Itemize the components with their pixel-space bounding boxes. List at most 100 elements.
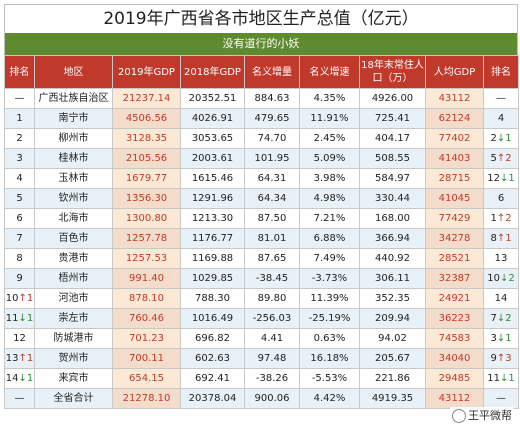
- per-capita-gdp-cell: 28521: [425, 248, 484, 269]
- per-capita-rank-cell-value: 5: [490, 153, 497, 164]
- gdp-2019-cell-value: 701.23: [129, 333, 164, 344]
- region-cell-value: 崇左市: [58, 313, 89, 324]
- region-cell: 北海市: [34, 208, 113, 229]
- per-capita-rank-cell-value: 13: [494, 253, 508, 264]
- per-capita-rank-change-indicator: ↑2: [496, 213, 512, 224]
- gdp-2019-cell: 1257.78: [112, 228, 181, 249]
- nominal-rate-cell-value: 11.91%: [310, 113, 349, 124]
- population-cell: 508.55: [359, 148, 426, 169]
- population-cell-value: 205.67: [375, 353, 410, 364]
- population-cell: 330.44: [359, 188, 426, 209]
- header-population: 18年末常住人口（万）: [359, 55, 426, 89]
- per-capita-rank-cell-value: 12: [487, 173, 500, 184]
- region-cell-value: 广西壮族自治区: [38, 93, 109, 104]
- gdp-2019-cell-value: 4506.56: [125, 113, 168, 124]
- rank-cell-value: 9: [16, 273, 23, 284]
- nominal-rate-cell: 6.88%: [299, 228, 360, 249]
- per-capita-rank-cell: 3↓1: [483, 328, 519, 349]
- rank-cell: —: [4, 388, 35, 409]
- nominal-rate-cell-value: 7.21%: [313, 213, 346, 224]
- gdp-2018-cell: 1176.77: [180, 228, 245, 249]
- nominal-increase-cell: 97.48: [244, 348, 300, 369]
- gdp-2019-cell: 4506.56: [112, 108, 181, 129]
- nominal-increase-cell-value: 64.34: [257, 193, 287, 204]
- nominal-increase-cell: 81.01: [244, 228, 300, 249]
- rank-cell: 1: [4, 108, 35, 129]
- per-capita-gdp-cell-value: 62124: [438, 113, 471, 124]
- gdp-2018-cell-value: 1169.88: [191, 253, 234, 264]
- nominal-rate-cell-value: 6.88%: [313, 233, 346, 244]
- nominal-increase-cell: 87.65: [244, 248, 300, 269]
- nominal-rate-cell-value: -25.19%: [308, 313, 351, 324]
- table-row: 4 玉林市 1679.77 1615.46 64.31 3.98% 584.97 28715 1…: [4, 168, 519, 189]
- per-capita-gdp-cell-value: 77402: [438, 133, 471, 144]
- gdp-2018-cell-value: 788.30: [195, 293, 230, 304]
- per-capita-rank-cell-value: 6: [497, 193, 505, 204]
- gdp-2019-cell: 760.46: [112, 308, 181, 329]
- region-cell-value: 钦州市: [58, 193, 89, 204]
- per-capita-rank-change-indicator: ↑2: [496, 153, 512, 164]
- per-capita-rank-change-indicator: ↑3: [496, 353, 512, 364]
- gdp-2018-cell: 788.30: [180, 288, 245, 309]
- table-row: 9 梧州市 991.40 1029.85 -38.45 -3.73% 306.11 32387…: [4, 268, 519, 289]
- watermark: 王平微帮: [450, 407, 514, 423]
- nominal-rate-cell-value: 7.49%: [313, 253, 346, 264]
- per-capita-gdp-cell-value: 43112: [438, 93, 471, 104]
- wechat-icon: [452, 409, 466, 423]
- per-capita-gdp-cell-value: 77429: [438, 213, 471, 224]
- nominal-rate-cell: 16.18%: [299, 348, 360, 369]
- per-capita-rank-cell-value: 8: [490, 233, 497, 244]
- gdp-2018-cell: 1029.85: [180, 268, 245, 289]
- nominal-rate-cell-value: -3.73%: [311, 273, 348, 284]
- nominal-rate-cell: 3.98%: [299, 168, 360, 189]
- per-capita-rank-cell-value: 4: [497, 113, 505, 124]
- population-cell-value: 330.44: [375, 193, 410, 204]
- gdp-2019-cell: 654.15: [112, 368, 181, 389]
- region-cell-value: 来宾市: [58, 373, 89, 384]
- population-cell: 209.94: [359, 308, 426, 329]
- per-capita-rank-change-indicator: ↓2: [496, 313, 512, 324]
- per-capita-rank-change-indicator: ↓1: [499, 373, 515, 384]
- region-cell: 河池市: [34, 288, 113, 309]
- per-capita-gdp-cell-value: 36223: [438, 313, 471, 324]
- rank-cell: 3: [4, 148, 35, 169]
- nominal-rate-cell-value: 4.98%: [313, 193, 346, 204]
- rank-change-indicator: ↓1: [18, 313, 34, 324]
- nominal-increase-cell: 4.41: [244, 328, 300, 349]
- nominal-increase-cell-value: 4.41: [260, 333, 284, 344]
- nominal-increase-cell-value: 101.95: [254, 153, 290, 164]
- gdp-table-container: 2019年广西省各市地区生产总值（亿元） 没有道行的小妖 排名 地区 2019年…: [4, 4, 519, 409]
- per-capita-gdp-cell-value: 28521: [438, 253, 471, 264]
- gdp-2018-cell: 1169.88: [180, 248, 245, 269]
- per-capita-rank-cell-value: 9: [490, 353, 497, 364]
- population-cell: 4919.35: [359, 388, 426, 409]
- nominal-rate-cell-value: 3.98%: [313, 173, 346, 184]
- table-row: 11↓1 崇左市 760.46 1016.49 -256.03 -25.19% 209.94…: [4, 308, 519, 329]
- nominal-rate-cell: 7.49%: [299, 248, 360, 269]
- rank-cell: 7: [4, 228, 35, 249]
- nominal-increase-cell-value: 89.80: [257, 293, 287, 304]
- table-row: 3 桂林市 2105.56 2003.61 101.95 5.09% 508.55 41403…: [4, 148, 519, 169]
- per-capita-rank-cell-value: 1: [490, 213, 497, 224]
- region-cell: 防城港市: [34, 328, 113, 349]
- gdp-2018-cell-value: 1029.85: [191, 273, 234, 284]
- nominal-increase-cell: 64.31: [244, 168, 300, 189]
- per-capita-gdp-cell: 41045: [425, 188, 484, 209]
- region-cell-value: 贵港市: [58, 253, 89, 264]
- per-capita-rank-change-indicator: ↓1: [496, 133, 512, 144]
- gdp-2019-cell-value: 1356.30: [125, 193, 168, 204]
- rank-cell: 4: [4, 168, 35, 189]
- region-cell: 广西壮族自治区: [34, 88, 113, 109]
- population-cell-value: 584.97: [375, 173, 410, 184]
- gdp-2018-cell: 20352.51: [180, 88, 245, 109]
- nominal-increase-cell: 101.95: [244, 148, 300, 169]
- gdp-2018-cell-value: 696.82: [195, 333, 230, 344]
- nominal-increase-cell-value: 87.50: [257, 213, 287, 224]
- region-cell: 玉林市: [34, 168, 113, 189]
- per-capita-gdp-cell: 29485: [425, 368, 484, 389]
- region-cell-value: 全省合计: [53, 393, 94, 404]
- nominal-increase-cell-value: 97.48: [257, 353, 287, 364]
- gdp-2019-cell: 1356.30: [112, 188, 181, 209]
- nominal-increase-cell-value: -38.45: [255, 273, 289, 284]
- region-cell-value: 南宁市: [58, 113, 89, 124]
